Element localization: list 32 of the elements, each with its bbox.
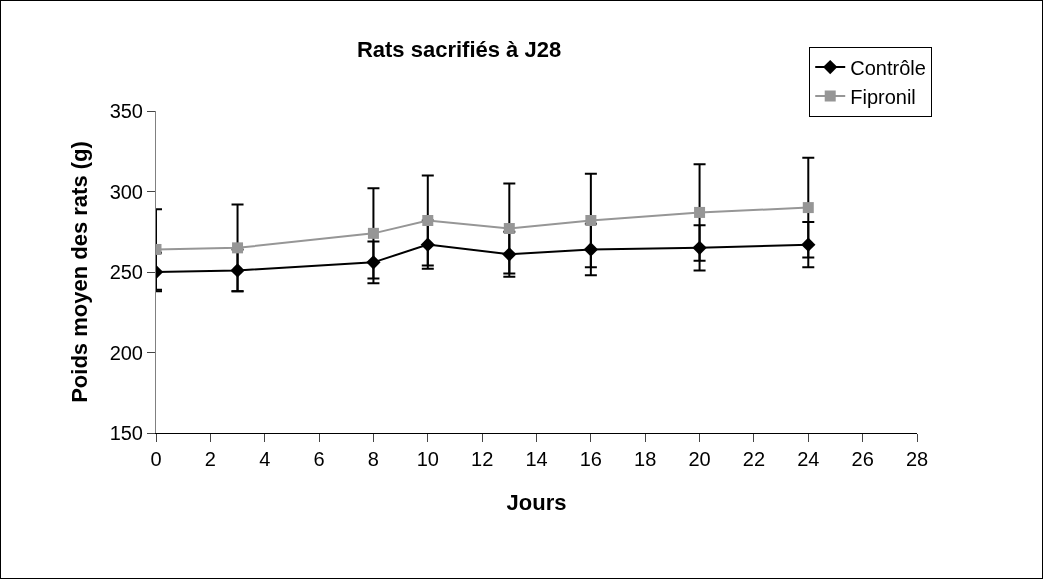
legend-label: Contrôle <box>850 56 926 79</box>
x-tick-label: 24 <box>797 448 820 470</box>
x-axis-title: Jours <box>506 489 567 515</box>
x-tick-label: 10 <box>416 448 439 470</box>
point <box>232 242 244 254</box>
x-tick-label: 2 <box>204 448 216 470</box>
y-tick-label: 250 <box>109 261 143 283</box>
y-tick-label: 200 <box>109 341 143 364</box>
legend-label: Fipronil <box>850 85 916 108</box>
chart-title: Rats sacrifiés à J28 <box>356 36 562 62</box>
x-tick-label: 6 <box>313 448 325 470</box>
point <box>585 214 597 226</box>
x-tick-label: 14 <box>525 448 548 470</box>
x-tick-label: 12 <box>471 448 494 470</box>
point <box>367 227 379 239</box>
point <box>802 202 814 214</box>
x-tick-label: 26 <box>851 448 874 470</box>
point <box>422 214 434 226</box>
x-tick-label: 18 <box>634 448 657 470</box>
point <box>503 223 515 235</box>
y-tick-label: 300 <box>109 180 143 203</box>
x-tick-label: 22 <box>742 448 766 470</box>
x-tick-label: 16 <box>579 448 602 470</box>
point <box>694 206 706 218</box>
y-axis-title: Poids moyen des rats (g) <box>67 141 93 403</box>
y-tick-label: 150 <box>109 422 143 444</box>
x-tick-label: 0 <box>150 448 162 470</box>
x-tick-label: 20 <box>688 448 711 470</box>
y-tick-label: 350 <box>109 100 143 122</box>
x-tick-label: 8 <box>367 448 379 470</box>
x-tick-label: 4 <box>259 448 271 470</box>
x-tick-label: 28 <box>905 448 929 470</box>
